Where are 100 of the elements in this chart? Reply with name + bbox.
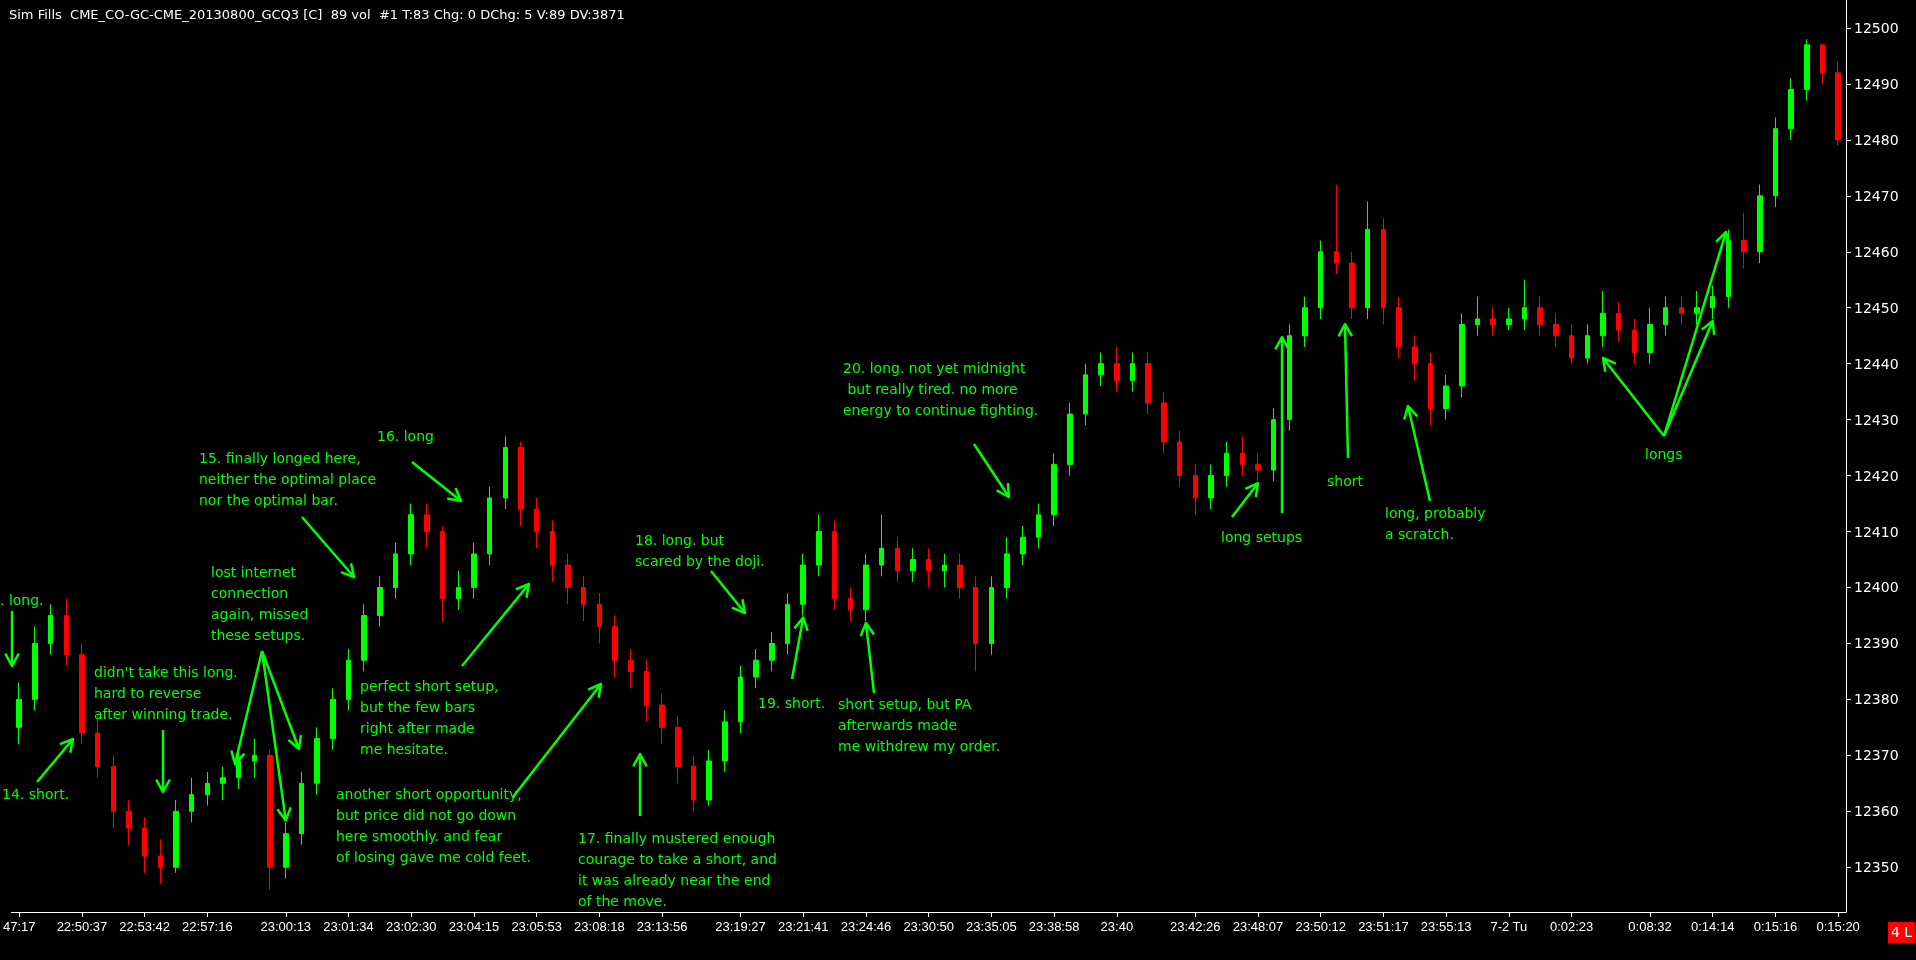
- x-tick-label: 23:00:13: [260, 919, 312, 934]
- candlestick: [691, 754, 696, 812]
- candlestick: [534, 497, 539, 549]
- candlestick: [612, 614, 618, 678]
- candlestick: [1177, 430, 1182, 488]
- candlestick: [1773, 117, 1778, 208]
- candlestick: [581, 575, 586, 622]
- candlestick: [1098, 351, 1104, 387]
- candlestick: [895, 536, 900, 583]
- candlestick: [1443, 374, 1449, 421]
- candlestick: [1412, 335, 1418, 381]
- candlestick: [1396, 296, 1402, 359]
- x-tick-label: 7-2 Tu: [1490, 919, 1528, 934]
- candlestick: [1051, 452, 1057, 527]
- candlestick: [1647, 307, 1653, 365]
- annotation: 20. long. not yet midnight but really tired. no more energy to continue fighting.: [843, 359, 1039, 420]
- annotation: another short opportunity, but price did not go down here smoothly. and fear of losing gave me cold feet.: [336, 785, 531, 867]
- candlestick: [32, 626, 38, 712]
- candlestick: [126, 799, 132, 846]
- annotation: 14. short.: [2, 785, 70, 804]
- candlestick: [1757, 184, 1763, 264]
- candlestick: [1208, 463, 1214, 510]
- candlestick: [1349, 251, 1355, 320]
- candlestick: [1585, 324, 1590, 365]
- candlestick: [440, 525, 445, 622]
- candlestick: [910, 547, 916, 583]
- candlestick: [989, 575, 994, 656]
- candlestick: [1145, 351, 1151, 415]
- candlestick: [1334, 184, 1339, 275]
- candlestick: [722, 710, 728, 773]
- x-tick-label: 23:51:17: [1358, 919, 1409, 934]
- candlestick: [1835, 61, 1841, 146]
- candlestick: [1741, 212, 1747, 270]
- x-tick-label: 23:08:18: [574, 919, 625, 934]
- x-tick-label: 23:40: [1100, 919, 1134, 934]
- candlestick: [973, 575, 978, 672]
- annotation: long, probably a scratch.: [1385, 504, 1486, 544]
- candlestick: [597, 592, 602, 644]
- annotation: didn't take this long. hard to reverse after winning trade.: [94, 663, 238, 724]
- x-tick-label: 47:17: [2, 919, 36, 934]
- candlestick: [879, 514, 884, 577]
- candlestick: [503, 435, 508, 510]
- annotation: short setup, but PA afterwards made me withdrew my order.: [838, 695, 1001, 756]
- annotation: 17. finally mustered enough courage to take a short, and it was already near the end of the move.: [578, 829, 777, 911]
- candlestick: [1083, 363, 1088, 426]
- candlestick: [1240, 435, 1245, 477]
- x-tick-label: 23:19:27: [715, 919, 766, 934]
- candlestick: [1459, 312, 1465, 398]
- candlestick: [252, 738, 257, 779]
- annotation: lost internet connection again, missed these setups.: [211, 563, 309, 645]
- x-tick-label: 0:08:32: [1628, 919, 1672, 934]
- y-tick-label: 12500: [1854, 19, 1899, 36]
- candlestick: [408, 503, 414, 566]
- candlestick: [111, 754, 116, 829]
- candlestick: [848, 586, 853, 622]
- annotation: longs: [1645, 445, 1683, 464]
- x-tick-label: 23:30:50: [903, 919, 954, 934]
- candlestick: [346, 648, 351, 712]
- annotation: 19. short.: [758, 694, 826, 713]
- candlestick: [1616, 301, 1621, 342]
- candlestick: [957, 553, 963, 600]
- candlestick: [1537, 296, 1543, 337]
- candlestick: [816, 514, 822, 577]
- x-tick-label: 23:48:07: [1232, 919, 1284, 934]
- y-tick-label: 12360: [1854, 803, 1899, 820]
- candlestick: [738, 665, 743, 734]
- candlestick: [1224, 441, 1229, 488]
- x-tick-label: 22:50:37: [56, 919, 108, 934]
- candlestick: [1804, 38, 1810, 102]
- x-tick-label: 0:02:23: [1549, 919, 1594, 934]
- candlestick: [173, 799, 179, 874]
- candlestick: [832, 519, 837, 611]
- y-tick-label: 12480: [1854, 131, 1899, 148]
- y-tick-label: 12470: [1854, 187, 1899, 204]
- y-tick-label: 12490: [1854, 75, 1899, 92]
- candlestick: [361, 603, 367, 672]
- candlestick: [1255, 452, 1261, 482]
- candlestick: [1161, 391, 1167, 454]
- candlestick: [1114, 346, 1120, 393]
- candlestick: [299, 771, 304, 846]
- candlestick: [142, 816, 147, 874]
- candlestick: [1020, 525, 1026, 566]
- x-tick-label: 22:57:16: [182, 919, 233, 934]
- candlestick: [1506, 307, 1512, 331]
- candlestick: [942, 553, 947, 588]
- x-tick-label: 23:24:46: [840, 919, 892, 934]
- y-tick-label: 12350: [1854, 859, 1899, 876]
- candlestick: [487, 486, 492, 566]
- annotation: 15. finally longed here, neither the optimal place nor the optimal bar.: [199, 449, 377, 510]
- candlestick: [644, 659, 649, 723]
- candlestick: [659, 693, 665, 745]
- candlestick: [205, 771, 210, 807]
- candlestick: [424, 503, 430, 549]
- candlestick: [220, 766, 226, 801]
- candlestick: [1302, 296, 1308, 348]
- text: 4 L: [1888, 922, 1916, 943]
- candlestick: [706, 749, 712, 807]
- candlestick: [1522, 279, 1527, 331]
- candlestick: [189, 777, 194, 823]
- candlestick: [48, 603, 53, 656]
